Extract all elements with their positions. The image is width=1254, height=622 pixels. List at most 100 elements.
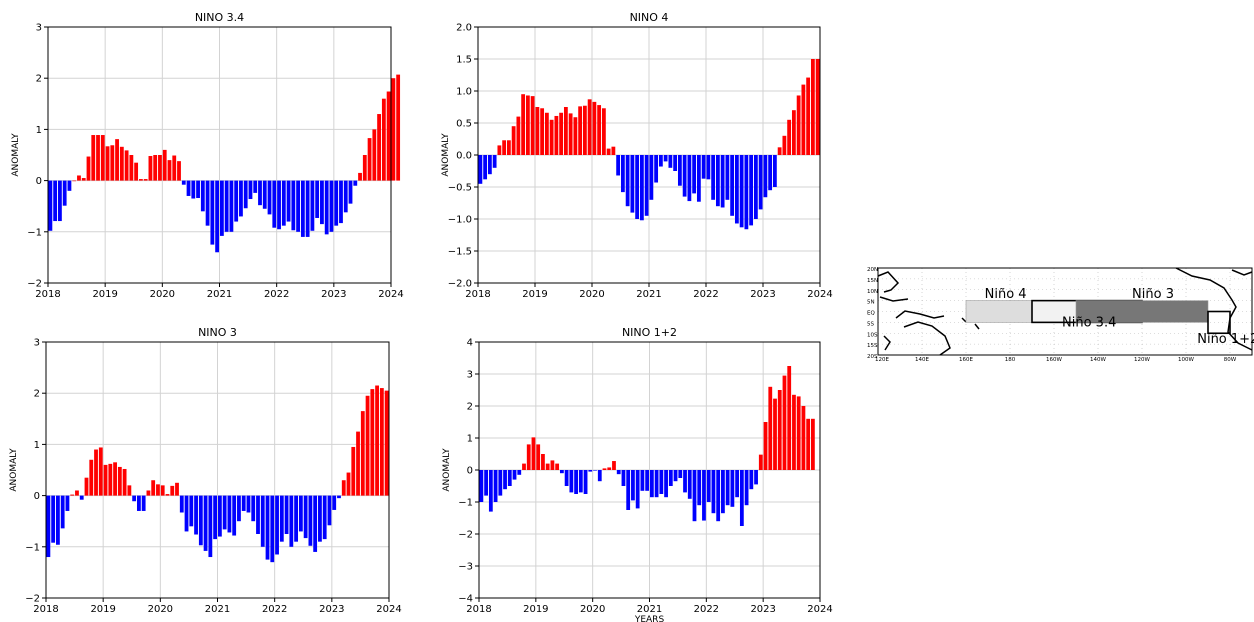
bar <box>517 470 522 475</box>
bar <box>706 470 711 502</box>
bar <box>372 129 377 181</box>
chart-title: NINO 3 <box>198 326 237 339</box>
y-tick-label: 1.0 <box>456 87 472 98</box>
bar <box>348 180 353 204</box>
bar <box>569 470 574 493</box>
bar <box>81 178 86 181</box>
bar <box>568 113 573 155</box>
x-tick-label: 2023 <box>321 289 346 300</box>
bar <box>711 155 716 200</box>
x-tick-label: 2021 <box>636 289 661 300</box>
x-tick-label: 2020 <box>580 604 605 615</box>
bar <box>696 155 701 202</box>
coastline <box>1175 267 1253 351</box>
bar <box>189 495 194 527</box>
lat-label: EQ <box>867 311 875 317</box>
bar <box>248 180 253 200</box>
x-tick-label: 2020 <box>150 289 175 300</box>
bar <box>512 470 517 480</box>
plot-frame <box>477 26 821 284</box>
chart-title: NINO 4 <box>630 11 669 24</box>
bar <box>616 470 621 475</box>
bar <box>241 495 246 511</box>
bar <box>739 155 744 228</box>
lon-label: 80W <box>1224 357 1237 363</box>
bar <box>175 482 179 496</box>
bar <box>796 95 801 155</box>
bar <box>132 495 137 502</box>
bar <box>725 155 730 200</box>
bar <box>346 472 351 496</box>
bar <box>89 459 94 496</box>
plot-frame <box>47 26 392 284</box>
bar <box>246 495 251 513</box>
bar <box>687 155 692 202</box>
lat-label: 10N <box>867 289 878 295</box>
bar <box>777 147 782 155</box>
bar <box>626 470 631 510</box>
bar <box>329 180 334 232</box>
bar <box>315 180 320 218</box>
bar <box>103 464 108 496</box>
x-tick-label: 2023 <box>750 604 775 615</box>
bar <box>754 470 758 485</box>
bar <box>86 156 91 181</box>
bar <box>763 422 768 470</box>
bar <box>503 470 507 490</box>
chart-panel-4: −4 −3 −2 −1 0 1 2 3 4 2018 2019 2020 2021 2022 2023 202… <box>442 326 833 622</box>
bar <box>177 161 181 181</box>
bar <box>237 495 241 522</box>
bar <box>375 385 379 496</box>
bar <box>339 180 343 224</box>
coastline <box>883 335 891 351</box>
bar <box>487 155 492 175</box>
lon-label: 140E <box>915 357 929 363</box>
bar <box>210 180 215 245</box>
bar <box>744 155 749 230</box>
x-tick-label: 2021 <box>637 604 662 615</box>
coastline <box>903 321 951 356</box>
bar <box>492 155 497 168</box>
y-axis-label: ANOMALY <box>9 448 19 492</box>
x-tick-label: 2019 <box>523 604 548 615</box>
bar <box>620 155 625 193</box>
bar <box>564 470 569 486</box>
bar <box>716 470 721 522</box>
bar <box>184 495 189 532</box>
bar <box>654 470 659 498</box>
bar <box>84 477 89 496</box>
lat-label: 10S <box>867 332 878 338</box>
bar <box>113 462 117 496</box>
bar <box>592 101 597 155</box>
region-label: Niño 3 <box>1132 287 1174 302</box>
bar <box>198 495 203 546</box>
bar <box>692 155 697 194</box>
bar <box>272 180 277 228</box>
x-tick-label: 2024 <box>376 604 401 615</box>
bar <box>772 155 777 187</box>
bar <box>578 470 583 493</box>
bar <box>711 470 716 514</box>
coastline <box>879 296 909 302</box>
coastline <box>974 323 980 330</box>
bar <box>291 180 296 231</box>
bar <box>535 107 540 155</box>
y-tick-label: 4 <box>467 338 473 349</box>
bar <box>222 495 227 530</box>
bar <box>127 485 132 496</box>
bar <box>232 495 237 536</box>
bar <box>773 398 777 470</box>
bar <box>284 495 289 534</box>
y-tick-label: 2 <box>34 389 40 400</box>
bar <box>536 444 541 470</box>
bar <box>356 431 360 496</box>
bar <box>522 463 526 470</box>
bar <box>639 155 644 221</box>
bar <box>668 155 673 168</box>
plot-frame <box>478 341 821 599</box>
bar <box>744 470 749 506</box>
bar <box>251 495 256 522</box>
bar <box>98 447 103 496</box>
bar <box>658 155 663 167</box>
bar <box>479 470 484 502</box>
